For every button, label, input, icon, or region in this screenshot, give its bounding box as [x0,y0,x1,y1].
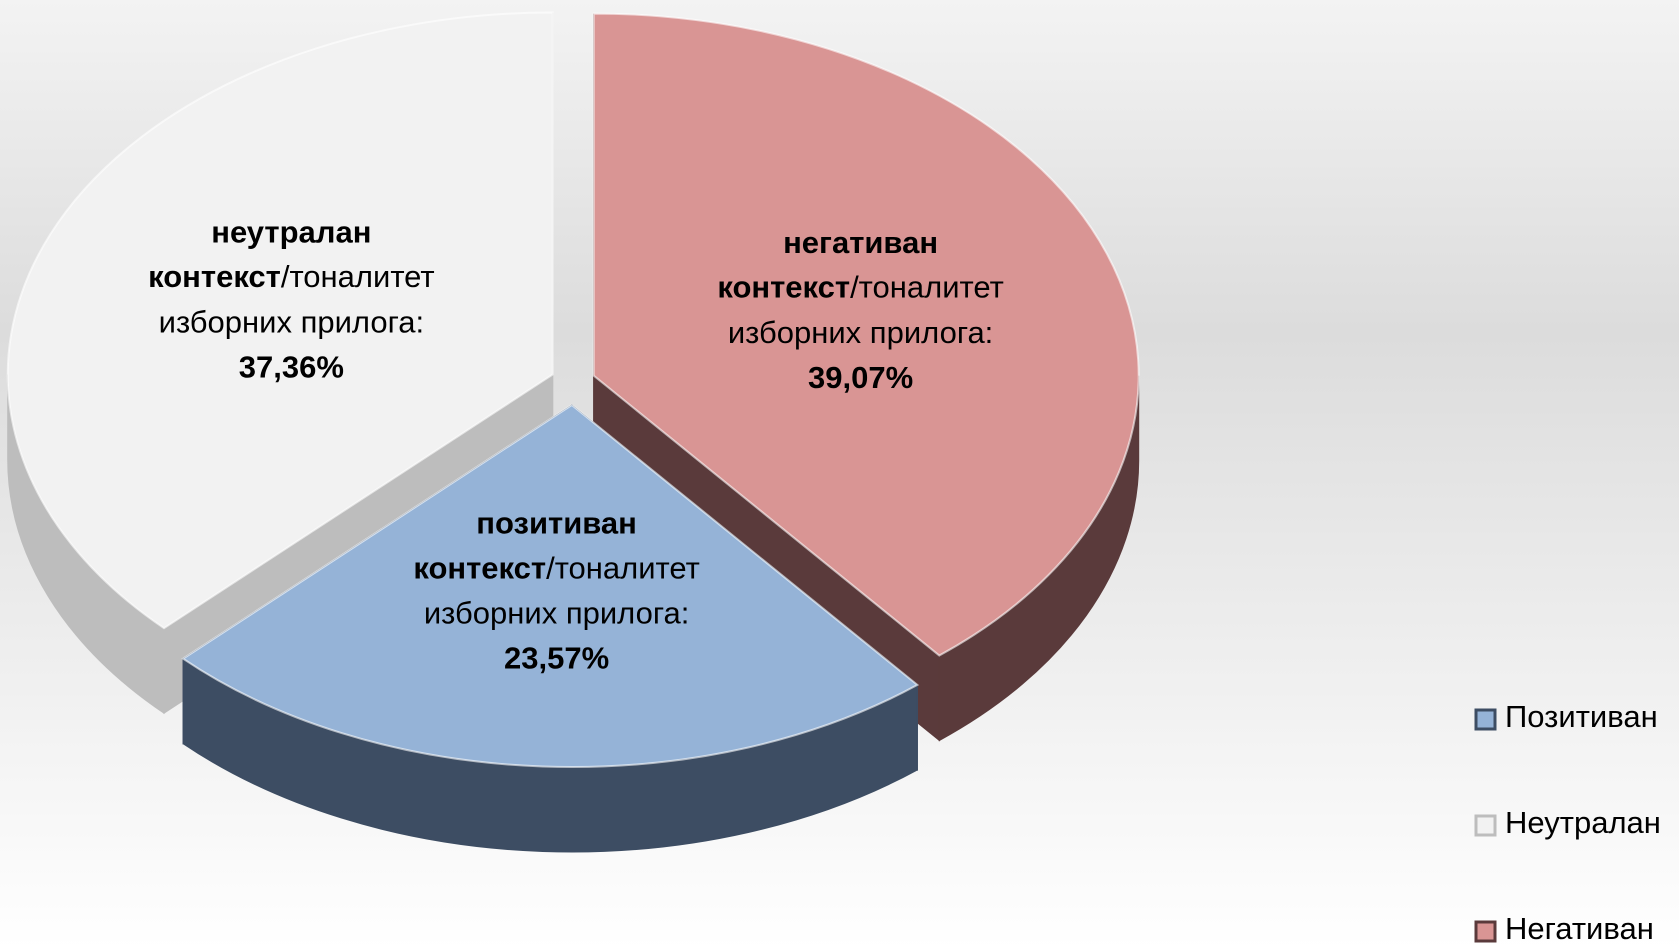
pie [6,11,1140,853]
slice-top [592,12,1140,657]
slice-label-context-bold: контекст [148,259,281,294]
slice-value-label: 37,36% [239,349,344,384]
slice [181,403,920,853]
slice-label-line: изборних прилога: [424,596,689,631]
slice-label-context-plain: /тоналитет [850,270,1004,305]
slice-label-context-bold: контекст [413,551,546,586]
slice-label-line: изборних прилога: [159,304,424,339]
slice-label-context-plain: /тоналитет [546,551,700,586]
slice-label-name: неутралан [211,214,371,249]
slice-value-label: 23,57% [504,641,609,676]
legend: Позитиван Неутралан Негативан [1474,699,1661,946]
legend-label: Неутралан [1505,805,1661,840]
legend-swatch [1474,708,1497,731]
slice-top [6,11,554,630]
slice-top [181,403,920,768]
slice-label-name: негативан [783,225,938,260]
legend-label: Позитиван [1505,699,1658,734]
legend-label: Негативан [1505,911,1654,946]
slice-labels: неутралан контекст/тоналитет изборних прил… [148,214,1004,675]
slice-label-context: контекст/тоналитет [148,259,434,294]
slice-label-context: контекст/тоналитет [413,551,699,586]
slice-label-context: контекст/тоналитет [717,270,1003,305]
legend-swatch [1474,920,1497,943]
slice-label-line: изборних прилога: [728,315,993,350]
slice-label-context-bold: контекст [717,270,850,305]
legend-swatch [1474,814,1497,837]
slice-label-context-plain: /тоналитет [281,259,435,294]
slice-label-name: позитиван [476,506,637,541]
slice-value-label: 39,07% [808,360,913,395]
